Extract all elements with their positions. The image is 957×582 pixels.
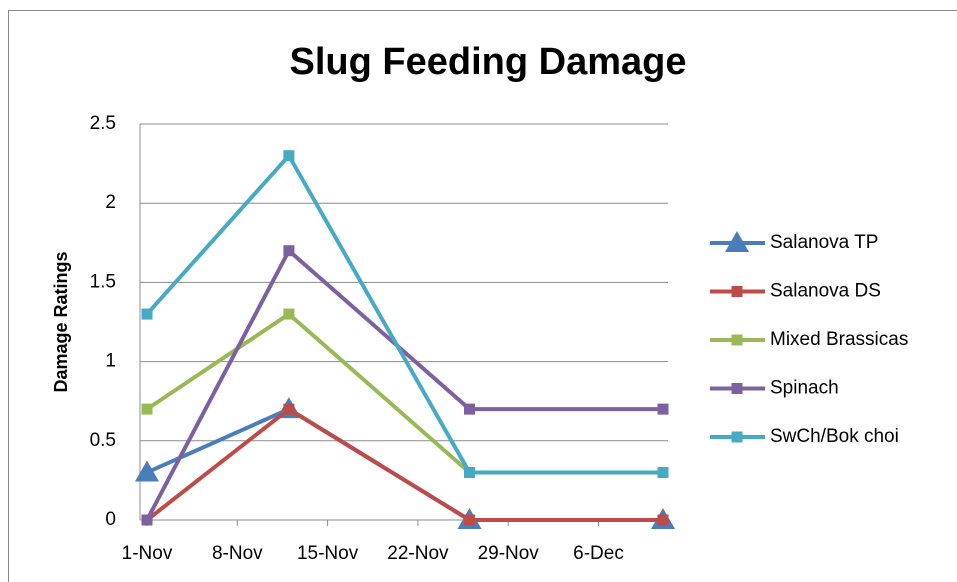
series-line — [145, 407, 663, 522]
point — [135, 460, 159, 482]
y-axis-label: Damage Ratings — [51, 251, 71, 392]
chart-title: Slug Feeding Damage — [290, 41, 687, 83]
point — [283, 403, 295, 415]
legend-label: SwCh/Bok choi — [770, 426, 899, 447]
x-tick-label: 15-Nov — [297, 543, 359, 564]
point — [657, 403, 669, 415]
y-tick-label: 0.5 — [90, 430, 116, 451]
y-tick-label: 0 — [105, 509, 116, 530]
legend-marker — [731, 383, 743, 394]
legend-label: Salanova TP — [770, 232, 878, 253]
point — [283, 150, 295, 162]
y-tick-label: 1.5 — [90, 271, 116, 292]
point — [464, 514, 475, 526]
legend-marker — [725, 231, 749, 252]
point — [657, 514, 669, 526]
x-tick-label: 22-Nov — [387, 543, 449, 564]
legend-marker — [731, 431, 743, 443]
point — [283, 245, 295, 257]
point — [464, 466, 475, 478]
x-tick-label: 6-Dec — [573, 543, 624, 564]
point — [141, 403, 153, 415]
y-tick-label: 1 — [105, 351, 116, 372]
y-tick-label: 2.5 — [90, 113, 116, 134]
legend-label: Spinach — [770, 378, 839, 399]
legend-label: Mixed Brassicas — [770, 329, 908, 350]
point — [141, 308, 153, 320]
legend-marker — [731, 334, 743, 346]
x-tick-label: 1-Nov — [122, 543, 173, 564]
series-line — [145, 248, 663, 521]
point — [283, 308, 295, 320]
point — [141, 514, 153, 526]
x-tick-label: 8-Nov — [212, 543, 263, 564]
point — [464, 403, 475, 415]
x-tick-label: 29-Nov — [478, 543, 540, 564]
series-line — [145, 153, 663, 475]
y-tick-label: 2 — [105, 192, 116, 213]
legend-marker — [731, 286, 743, 297]
point — [657, 466, 669, 478]
legend-label: Salanova DS — [770, 281, 881, 302]
